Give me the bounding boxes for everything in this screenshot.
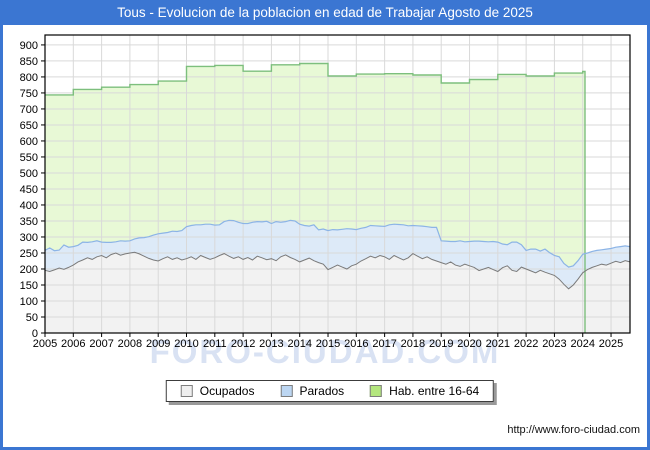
legend-item-hab: Hab. entre 16-64 (370, 384, 479, 398)
legend-item-parados: Parados (280, 384, 344, 398)
chart-legend: Ocupados Parados Hab. entre 16-64 (165, 380, 495, 402)
legend-label-parados: Parados (299, 384, 345, 398)
source-url: http://www.foro-ciudad.com (507, 424, 640, 436)
title-bar: Tous - Evolucion de la poblacion en edad… (0, 0, 650, 25)
parados-swatch-icon (280, 385, 293, 397)
page-title: Tous - Evolucion de la poblacion en edad… (117, 5, 533, 20)
legend-label-ocupados: Ocupados (199, 384, 255, 398)
legend-label-hab: Hab. entre 16-64 (389, 384, 480, 398)
hab-swatch-icon (370, 385, 383, 397)
ocupados-swatch-icon (180, 385, 193, 397)
legend-item-ocupados: Ocupados (180, 384, 255, 398)
